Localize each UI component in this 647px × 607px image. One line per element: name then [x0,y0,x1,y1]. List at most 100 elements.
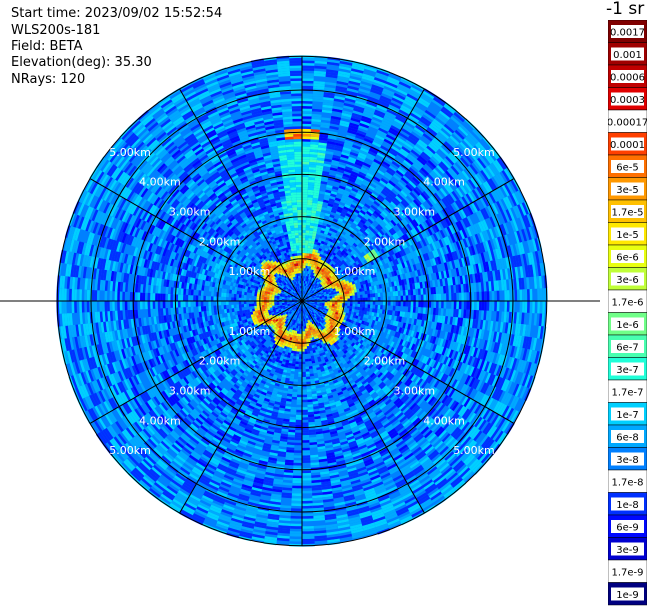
heatmap-cell [343,262,348,266]
heatmap-cell [386,169,395,176]
heatmap-cell [346,288,350,292]
heatmap-cell [295,364,299,367]
heatmap-cell [410,251,416,259]
heatmap-cell [485,151,495,163]
heatmap-cell [417,282,421,289]
heatmap-cell [392,186,401,194]
heatmap-cell [508,279,512,291]
heatmap-cell [381,210,388,217]
heatmap-cell [318,267,321,271]
heatmap-cell [464,136,476,147]
heatmap-cell [461,228,468,239]
heatmap-cell [345,286,349,290]
heatmap-cell [322,102,334,106]
heatmap-cell [434,257,439,265]
heatmap-cell [346,254,351,259]
heatmap-cell [510,256,515,268]
heatmap-cell [324,271,328,275]
heatmap-cell [380,292,383,297]
heatmap-cell [451,213,458,223]
heatmap-cell [352,63,365,69]
heatmap-cell [354,303,358,307]
heatmap-cell [480,242,486,253]
heatmap-cell [326,69,339,74]
heatmap-cell [307,248,311,251]
heatmap-cell [494,159,504,172]
heatmap-cell [306,278,308,282]
heatmap-cell [315,274,319,278]
heatmap-cell [391,241,397,248]
heatmap-cell [386,282,390,288]
heatmap-cell [352,110,363,116]
heatmap-cell [336,293,340,296]
heatmap-cell [394,264,399,271]
heatmap-cell [313,289,316,292]
heatmap-cell [343,247,348,253]
heatmap-cell [431,139,441,149]
heatmap-cell [429,141,440,151]
heatmap-cell [311,238,316,242]
heatmap-cell [484,230,490,241]
heatmap-cell [341,255,345,260]
heatmap-cell [493,226,500,238]
heatmap-cell [440,286,444,294]
heatmap-cell [333,259,338,264]
heatmap-cell [528,226,535,240]
heatmap-cell [461,170,470,181]
heatmap-cell [365,174,373,181]
heatmap-cell [302,515,314,519]
heatmap-cell [336,251,341,256]
heatmap-cell [527,252,533,265]
heatmap-cell [302,98,313,102]
heatmap-cell [307,294,310,297]
heatmap-cell [410,301,414,307]
heatmap-cell [304,260,307,264]
heatmap-cell [470,245,476,256]
heatmap-cell [341,112,352,118]
heatmap-cell [311,275,314,278]
heatmap-cell [492,270,496,281]
heatmap-cell [515,255,520,267]
heatmap-cell [512,267,516,279]
heatmap-cell [329,294,332,297]
heatmap-cell [364,176,372,183]
heatmap-cell [495,259,500,271]
heatmap-cell [436,301,439,309]
heatmap-cell [305,366,310,370]
heatmap-cell [310,355,315,359]
heatmap-cell [387,277,392,283]
heatmap-cell [380,301,384,306]
heatmap-cell [306,222,311,226]
heatmap-cell [388,301,391,306]
heatmap-cell [356,156,365,163]
heatmap-cell [343,241,349,246]
heatmap-cell [367,184,376,191]
heatmap-cell [324,283,328,286]
heatmap-cell [488,148,499,160]
heatmap-cell [504,234,510,246]
heatmap-cell [423,301,427,308]
heatmap-cell [302,121,312,124]
heatmap-cell [357,173,366,180]
heatmap-cell [319,134,329,139]
heatmap-cell [483,152,493,165]
heatmap-cell [354,295,358,299]
heatmap-cell [306,346,310,349]
heatmap-cell [355,206,362,212]
heatmap-cell [366,227,372,233]
heatmap-cell [344,283,348,287]
heatmap-cell [349,122,360,128]
heatmap-cell [529,239,535,252]
heatmap-cell [328,275,332,279]
heatmap-cell [291,493,302,496]
heatmap-cell [302,500,313,504]
heatmap-cell [310,134,320,138]
heatmap-cell [506,290,510,301]
heatmap-cell [401,255,406,262]
heatmap-cell [319,245,323,249]
heatmap-cell [398,109,410,117]
heatmap-cell [372,161,381,168]
heatmap-cell [374,263,379,268]
heatmap-cell [310,286,313,289]
heatmap-cell [317,299,320,301]
